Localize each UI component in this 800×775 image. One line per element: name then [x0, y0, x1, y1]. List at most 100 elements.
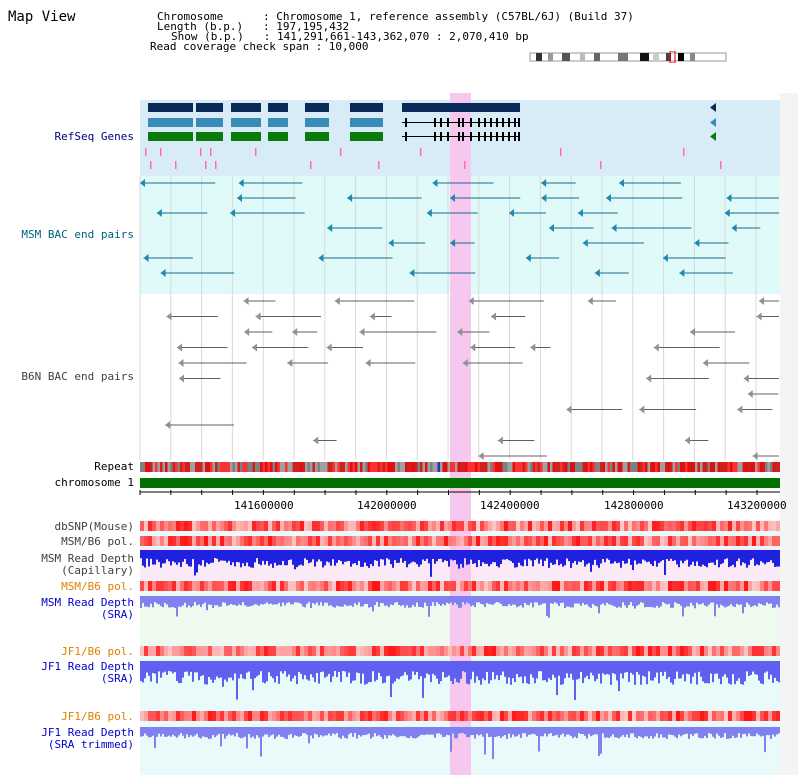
heat-cell — [400, 646, 404, 656]
heat-cell — [332, 581, 336, 591]
repeat-segment — [292, 462, 295, 472]
depth-bar — [260, 727, 262, 757]
heat-cell — [320, 646, 324, 656]
b6n-bac-pairs[interactable] — [165, 297, 779, 460]
heat-cell — [728, 646, 732, 656]
repeat-segment — [180, 462, 183, 472]
heat-cell — [560, 581, 564, 591]
depth-bar — [714, 727, 716, 739]
depth-bar — [528, 727, 530, 735]
bac-end-marker — [165, 421, 171, 429]
bac-end-marker — [143, 254, 149, 262]
depth-bar — [642, 727, 644, 739]
repeat-segment — [527, 462, 530, 472]
depth-bar — [304, 727, 306, 734]
heat-cell — [544, 536, 548, 546]
depth-bar — [220, 596, 222, 607]
refseq-tick — [464, 161, 466, 169]
heat-cell — [328, 711, 332, 721]
refseq-exon — [496, 132, 498, 141]
depth-bar — [448, 661, 450, 676]
heat-cell — [352, 581, 356, 591]
bac-end-marker — [450, 194, 456, 202]
repeat-segment — [485, 462, 488, 472]
refseq-tick — [310, 161, 312, 169]
heat-cell — [428, 536, 432, 546]
refseq-exon — [434, 132, 436, 141]
heat-cell — [448, 521, 452, 531]
depth-bar — [250, 596, 252, 606]
depth-bar — [426, 596, 428, 607]
depth-bar — [678, 727, 680, 735]
heat-cell — [520, 646, 524, 656]
depth-bar — [420, 661, 422, 677]
depth-bar — [340, 550, 342, 562]
repeat-segment — [267, 462, 270, 472]
depth-bar — [188, 727, 190, 738]
depth-bar — [596, 550, 598, 566]
depth-bar — [224, 550, 226, 561]
depth-bar — [450, 727, 452, 752]
depth-bar — [606, 550, 608, 559]
depth-bar — [452, 550, 454, 561]
depth-bar — [280, 727, 282, 737]
repeat-segment — [775, 462, 778, 472]
depth-bar — [756, 596, 758, 607]
depth-bar — [276, 596, 278, 605]
depth-bar — [318, 550, 320, 560]
depth-bar — [486, 596, 488, 604]
label-refseq-genes[interactable]: RefSeq Genes — [54, 130, 134, 143]
depth-bar — [586, 661, 588, 676]
depth-bar — [538, 727, 540, 752]
depth-bar — [424, 596, 426, 603]
depth-bar — [586, 550, 588, 565]
heat-cell — [444, 536, 448, 546]
repeat-segment — [742, 462, 745, 472]
refseq-genes[interactable] — [145, 103, 722, 169]
depth-bar — [182, 661, 184, 678]
depth-bar — [236, 727, 238, 734]
heat-cell — [312, 521, 316, 531]
depth-bar — [302, 727, 304, 734]
msm-bac-pairs[interactable] — [140, 179, 779, 277]
label-msm-bac[interactable]: MSM BAC end pairs — [21, 228, 134, 241]
depth-bar — [724, 596, 726, 608]
depth-bar — [168, 596, 170, 608]
depth-bar — [204, 596, 206, 603]
depth-bar — [244, 727, 246, 737]
repeat-segment — [597, 462, 600, 472]
chromosome-ideogram[interactable] — [528, 51, 728, 63]
depth-bar — [142, 727, 144, 737]
label-b6n-bac[interactable]: B6N BAC end pairs — [21, 370, 134, 383]
bac-end-marker — [244, 328, 250, 336]
depth-bar — [384, 550, 386, 566]
repeat-segment — [615, 462, 618, 472]
depth-bar — [672, 596, 674, 608]
depth-bar — [244, 596, 246, 606]
repeat-segment — [640, 462, 643, 472]
heat-cell — [468, 581, 472, 591]
heat-cell — [564, 536, 568, 546]
depth-bar — [232, 727, 234, 735]
depth-bar — [276, 661, 278, 677]
depth-bar — [552, 596, 554, 604]
highlight-region[interactable] — [450, 93, 471, 775]
repeat-segment — [512, 462, 515, 472]
depth-bar — [198, 550, 200, 565]
heat-cell — [712, 711, 716, 721]
repeat-segment — [342, 462, 345, 472]
heat-cell — [468, 646, 472, 656]
repeat-segment — [715, 462, 718, 472]
depth-bar — [496, 661, 498, 676]
heat-cell — [428, 521, 432, 531]
depth-bar — [476, 596, 478, 603]
depth-bar — [490, 550, 492, 565]
depth-bar — [616, 596, 618, 608]
refseq-exon — [514, 132, 516, 141]
depth-bar — [648, 550, 650, 562]
depth-bar — [760, 661, 762, 684]
right-scroll-margin[interactable] — [780, 93, 798, 775]
depth-bar — [612, 727, 614, 735]
heat-cell — [260, 711, 264, 721]
